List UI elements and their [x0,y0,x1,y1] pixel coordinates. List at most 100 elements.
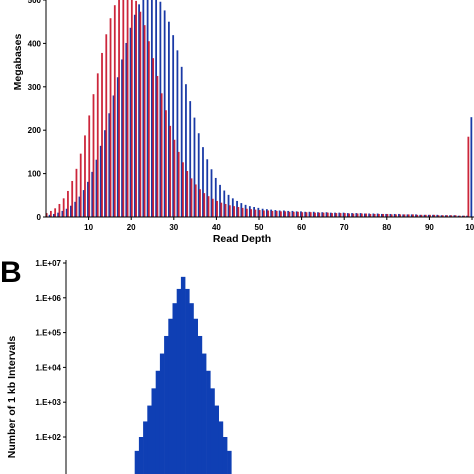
y-tick-label: 1.E+06 [35,294,61,303]
y-tick-label: 1.E+04 [35,363,61,372]
histogram-bar [155,370,161,474]
blue-bar [346,213,349,217]
blue-bar [99,145,102,217]
red-bar [369,213,372,217]
blue-bar [108,113,111,217]
red-bar [190,178,193,217]
blue-bar [406,214,409,217]
blue-bar [308,211,311,217]
panel-b-letter: B [0,256,22,289]
red-bar [343,213,346,217]
blue-bar [95,159,98,217]
blue-bar [48,214,51,217]
histogram-bar [168,318,173,474]
red-bar [412,214,414,217]
y-tick-label: 1.E+03 [35,398,61,407]
panel-a-x-ticks: 10 20 30 40 50 60 70 80 90 100 [84,217,474,232]
blue-bar [176,50,179,218]
blue-bar [244,204,247,217]
blue-bar [223,190,226,217]
red-bar [62,198,65,217]
blue-bar [440,215,443,217]
red-bar [203,193,206,217]
red-bar [199,189,201,217]
blue-bar [376,213,379,217]
red-bar [88,115,91,217]
blue-bar [368,213,371,217]
red-bar [160,93,163,217]
blue-bar [206,159,209,217]
panel-b-y-title: Number of 1 kb Intervals [6,336,18,459]
red-bar [326,212,329,217]
red-bar [424,214,427,217]
blue-bar [419,214,422,217]
red-bar [224,203,227,217]
red-bar [211,198,214,217]
histogram-bar [185,288,190,474]
panel-a-y-ticks: 0 100 200 300 400 500 [28,0,46,222]
blue-bar [334,212,336,217]
red-bar [250,209,253,217]
panel-b-bars [134,276,232,474]
red-bar [378,213,380,217]
red-bar [348,213,350,217]
red-bar [75,168,78,217]
red-bar [331,213,333,217]
red-bar [373,213,376,217]
blue-bar [202,147,204,217]
red-bar [113,5,116,217]
red-bar [433,214,436,217]
histogram-bar [210,388,215,474]
histogram-bar [227,450,232,474]
red-bar [446,215,448,217]
blue-bar [415,214,417,217]
histogram-bar [197,335,203,474]
blue-bar [142,0,145,218]
blue-bar [432,214,434,217]
red-bar [143,25,146,218]
blue-bar [82,190,85,217]
x-tick-label: 60 [297,223,306,232]
blue-bar [219,184,221,217]
blue-bar [449,215,451,217]
blue-bar [248,206,251,217]
histogram-bar [201,353,207,474]
red-bar [50,210,52,217]
red-bar [165,110,167,217]
x-tick-label: 20 [127,223,136,232]
blue-bar [329,212,332,217]
red-bar [84,135,86,217]
red-bar [429,214,431,217]
blue-bar [168,21,170,218]
red-bar [233,206,235,217]
red-bar [463,215,466,217]
blue-bar [227,194,230,217]
red-bar [241,207,244,217]
blue-bar [253,207,255,217]
blue-bar [355,213,358,217]
red-bar [450,215,453,217]
red-bar [245,208,248,217]
red-bar [173,139,176,217]
x-tick-label: 40 [212,223,221,232]
blue-bar [338,212,341,217]
red-bar [352,213,355,217]
panel-a-y-title: Megabases [12,34,24,91]
red-bar [109,18,112,218]
blue-bar [274,210,277,217]
blue-bar [129,27,132,218]
blue-bar [150,0,153,218]
red-bar [126,0,129,218]
blue-bar [155,0,158,217]
red-bar [395,214,397,217]
blue-bar [87,181,89,217]
blue-bar [57,212,60,217]
red-bar [335,213,338,217]
x-tick-label: 100 [465,223,474,232]
red-bar [467,136,470,217]
red-bar [437,215,440,217]
red-bar [135,0,137,218]
blue-bar [265,209,268,217]
blue-bar [133,14,136,218]
blue-bar [65,208,68,217]
